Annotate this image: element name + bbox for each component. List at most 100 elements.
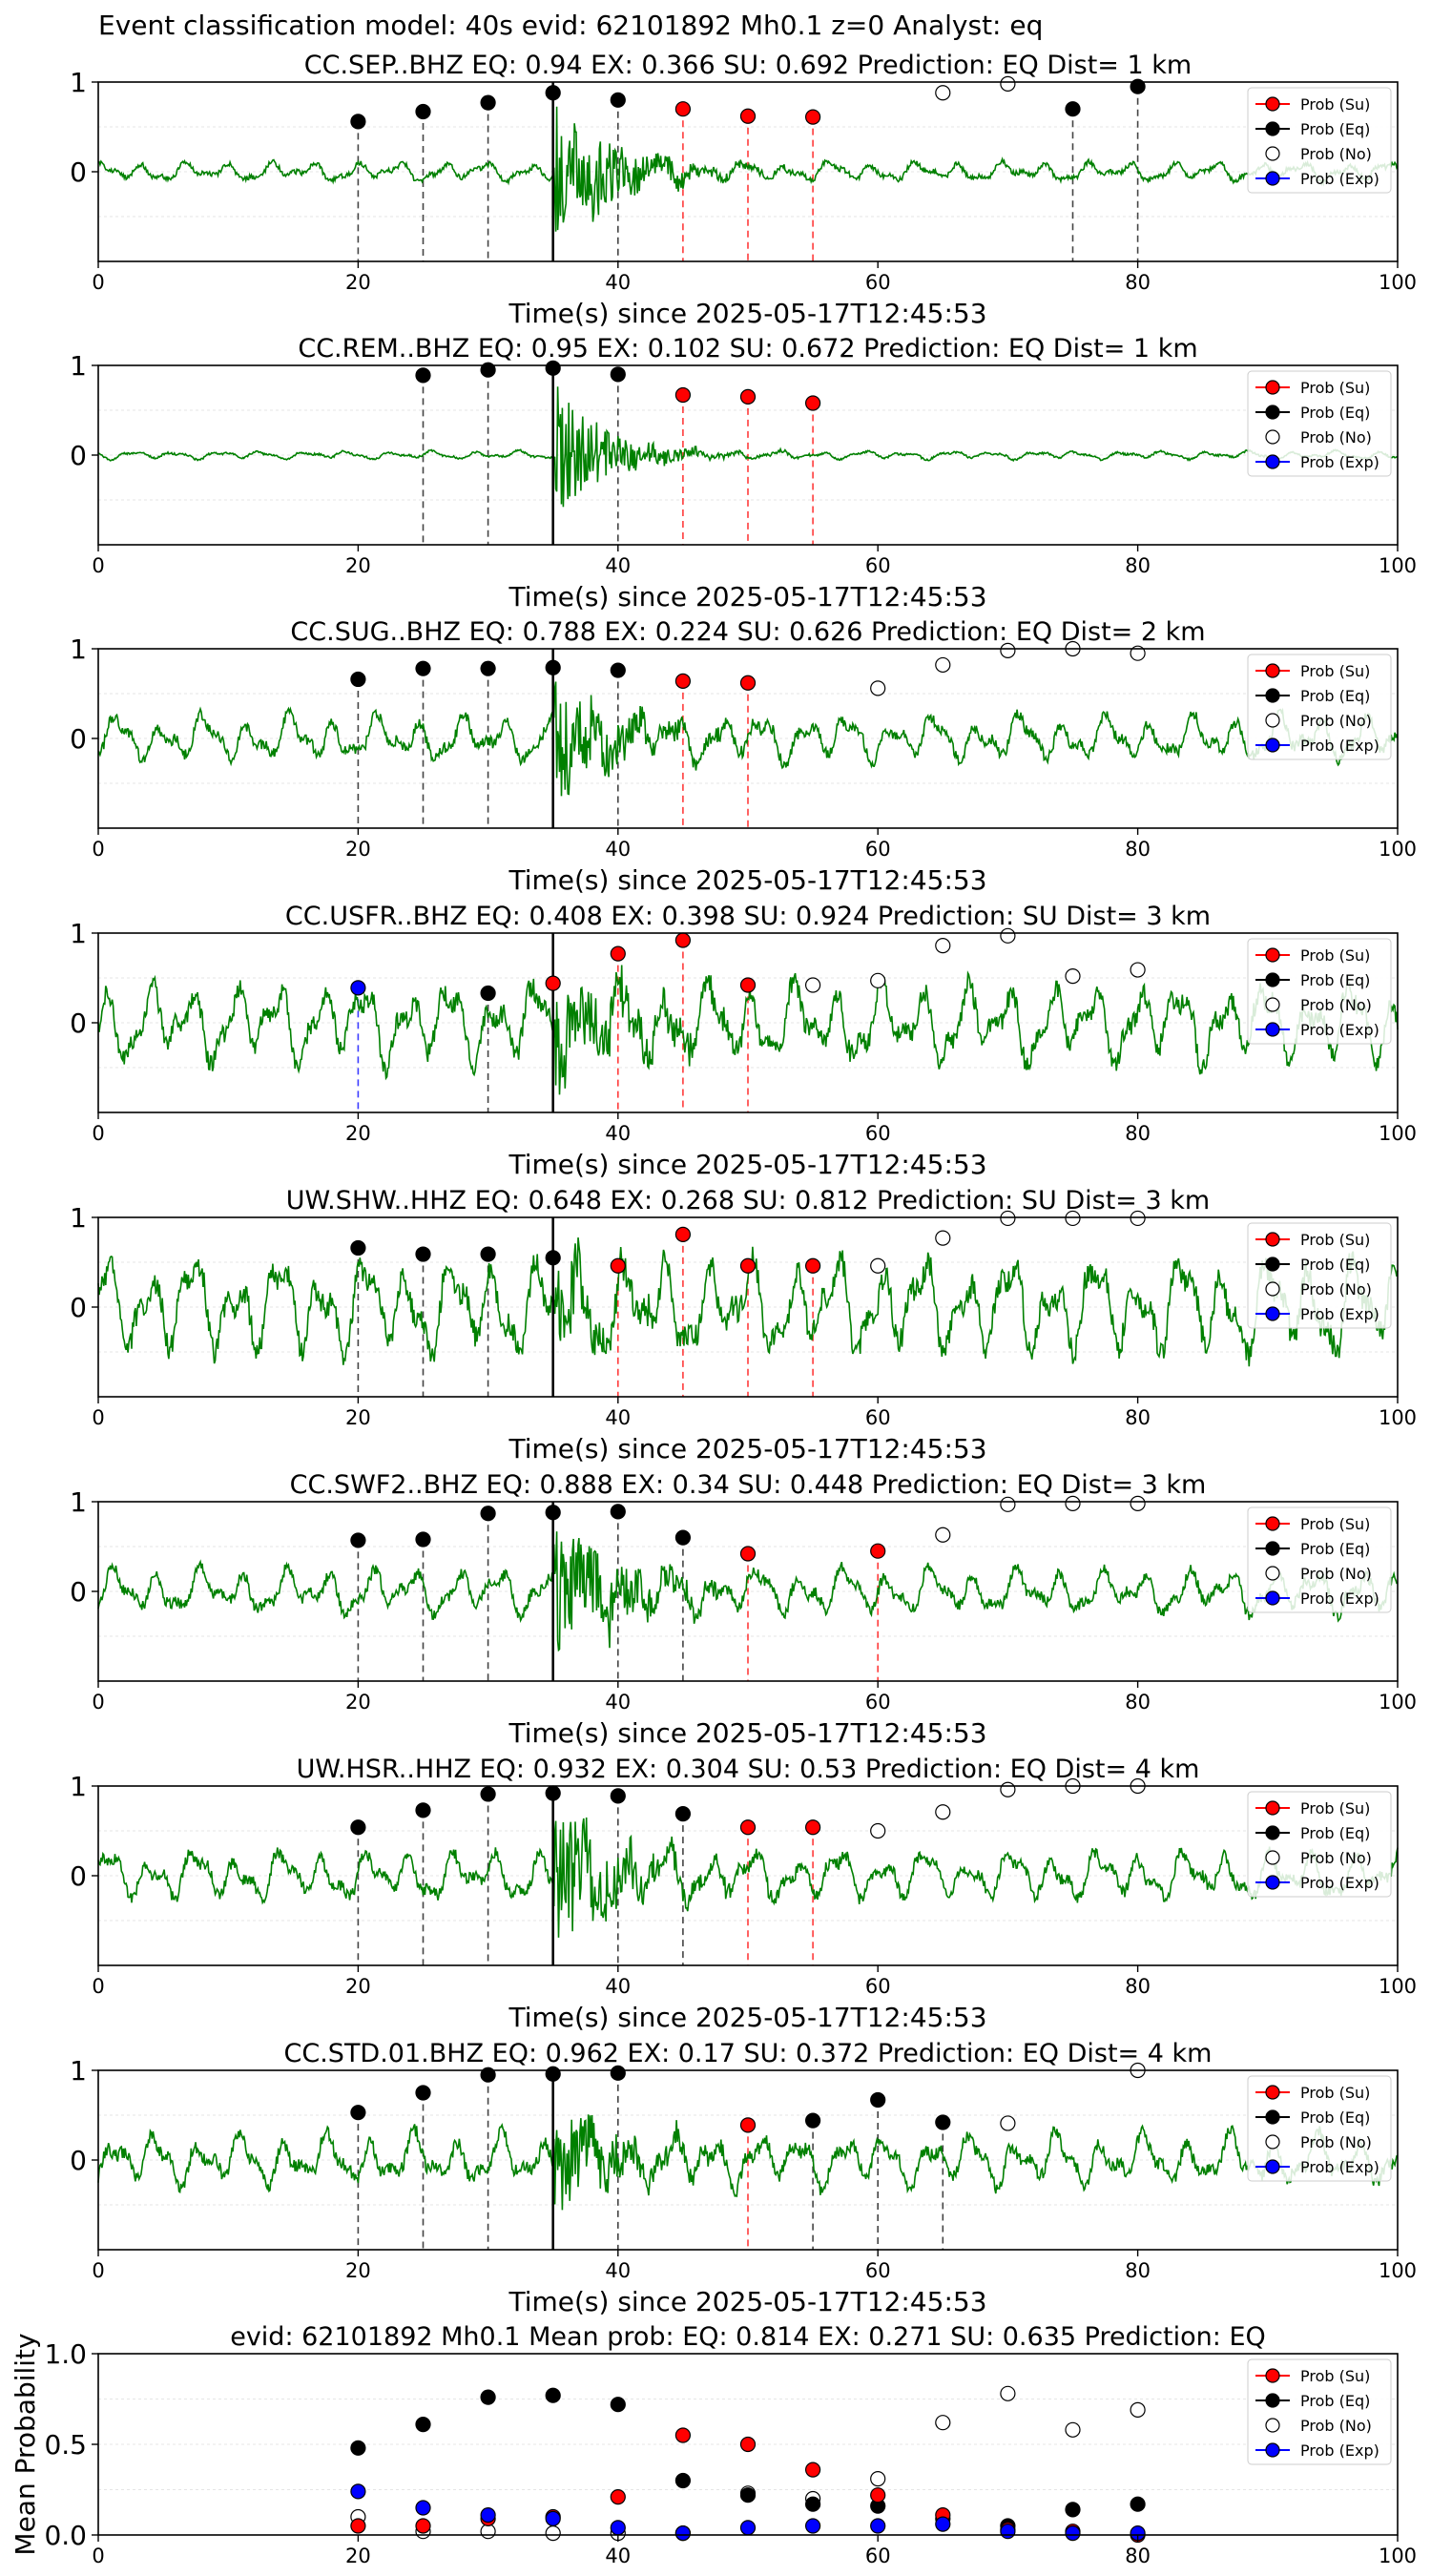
prob-eq-point (415, 2417, 431, 2433)
x-tick-label: 0 (92, 1406, 104, 1429)
waveform-trace (97, 965, 1399, 1095)
legend-marker (1265, 947, 1280, 963)
legend-entry-eq: Prob (Eq) (1300, 1256, 1370, 1274)
prob-eq-point (350, 1239, 366, 1257)
prob-no-point (1130, 645, 1146, 661)
x-tick-label: 40 (605, 1975, 631, 1998)
prob-exp-point (870, 2518, 886, 2534)
chart-panel-8: CC.STD.01.BHZ EQ: 0.962 EX: 0.17 SU: 0.3… (70, 2039, 1417, 2317)
legend-marker (1265, 2085, 1280, 2100)
prob-eq-point (545, 1505, 561, 1521)
chart-panel-1: CC.SEP..BHZ EQ: 0.94 EX: 0.366 SU: 0.692… (70, 51, 1417, 329)
x-tick-label: 0 (92, 1691, 104, 1714)
x-tick-label: 20 (345, 1975, 371, 1998)
prob-eq-point (350, 114, 366, 130)
x-tick-label: 40 (605, 1406, 631, 1429)
prob-eq-point (480, 2389, 496, 2405)
x-tick-label: 0 (92, 838, 104, 861)
x-tick-label: 100 (1379, 554, 1417, 577)
y-tick-label: 0 (70, 156, 87, 188)
prob-eq-point (480, 1506, 496, 1522)
x-axis-label: Time(s) since 2025-05-17T12:45:53 (508, 864, 986, 896)
chart-title: CC.SWF2..BHZ EQ: 0.888 EX: 0.34 SU: 0.44… (290, 1470, 1207, 1500)
prob-su-point (739, 1546, 757, 1562)
prob-su-point (674, 2427, 692, 2443)
y-tick-label: 1 (70, 1202, 87, 1234)
legend-marker (1265, 1022, 1280, 1037)
waveform-trace (97, 106, 1399, 232)
x-tick-label: 100 (1379, 271, 1417, 294)
y-axis-label: Mean Probability (10, 2333, 41, 2555)
x-tick-label: 60 (865, 271, 891, 294)
prob-no-point (935, 1527, 951, 1543)
prob-eq-point (1130, 2496, 1146, 2512)
prob-exp-point (350, 980, 366, 996)
prob-no-point (935, 938, 951, 954)
x-tick-label: 20 (345, 1691, 371, 1714)
prob-eq-point (415, 367, 431, 384)
x-tick-label: 80 (1125, 2545, 1151, 2567)
y-tick-label: 0 (70, 1576, 87, 1608)
prob-no-point (545, 2525, 561, 2542)
x-tick-label: 80 (1125, 1406, 1151, 1429)
y-tick-label: 1 (70, 2055, 87, 2087)
figure-title: Event classification model: 40s evid: 62… (98, 10, 1044, 41)
y-tick-label: 1 (70, 67, 87, 98)
chart-panel-2: CC.REM..BHZ EQ: 0.95 EX: 0.102 SU: 0.672… (70, 334, 1417, 613)
prob-no-point (935, 85, 951, 101)
legend-marker (1265, 380, 1280, 395)
legend-entry-su: Prob (Su) (1300, 2367, 1370, 2385)
legend-entry-exp: Prob (Exp) (1300, 170, 1379, 188)
prob-eq-point (674, 2472, 692, 2489)
legend-marker (1265, 171, 1280, 186)
prob-eq-point (480, 94, 496, 111)
prob-eq-point (804, 2496, 821, 2512)
prob-eq-point (1130, 78, 1146, 94)
prob-eq-point (739, 2487, 757, 2503)
y-tick-label: 1 (70, 1771, 87, 1802)
prob-su-point (739, 1819, 757, 1836)
prob-no-point (1000, 1781, 1016, 1797)
x-tick-label: 100 (1379, 1406, 1417, 1429)
y-tick-label: 0.5 (44, 2429, 87, 2461)
prob-exp-point (350, 2483, 366, 2500)
legend-marker (1265, 997, 1280, 1012)
waveform-trace (97, 1817, 1399, 1938)
prob-su-point (674, 101, 692, 117)
legend: Prob (Su) Prob (Eq) Prob (No) Prob (Exp) (1247, 87, 1392, 194)
prob-no-point (870, 2471, 886, 2487)
prob-eq-point (545, 2066, 561, 2082)
legend-entry-su: Prob (Su) (1300, 2084, 1370, 2102)
y-tick-label: 1 (70, 350, 87, 382)
y-tick-label: 1 (70, 1486, 87, 1518)
prob-eq-point (610, 1788, 626, 1804)
prob-su-point (674, 1226, 692, 1242)
y-tick-label: 0 (70, 440, 87, 471)
legend-entry-no: Prob (No) (1300, 712, 1372, 730)
legend-entry-no: Prob (No) (1300, 145, 1372, 163)
y-tick-label: 0 (70, 723, 87, 755)
legend-entry-eq: Prob (Eq) (1300, 404, 1370, 422)
legend-marker (1265, 1516, 1280, 1531)
waveform-trace (97, 386, 1399, 508)
legend-entry-no: Prob (No) (1300, 1565, 1372, 1583)
prob-su-point (545, 975, 561, 991)
prob-exp-point (674, 2525, 692, 2542)
x-tick-label: 0 (92, 2259, 104, 2282)
prob-su-point (610, 2489, 626, 2505)
prob-eq-point (480, 362, 496, 378)
prob-eq-point (415, 1531, 431, 1548)
prob-su-point (804, 395, 821, 411)
legend-entry-su: Prob (Su) (1300, 1231, 1370, 1249)
prob-exp-point (480, 2507, 496, 2524)
x-tick-label: 20 (345, 2545, 371, 2567)
prob-su-point (674, 673, 692, 689)
legend-box (1247, 1791, 1392, 1898)
legend-marker (1265, 1850, 1280, 1865)
prob-exp-point (545, 2510, 561, 2526)
prob-eq-point (545, 1785, 561, 1801)
prob-eq-point (480, 1246, 496, 1262)
prob-su-point (739, 675, 757, 691)
prob-eq-point (415, 660, 431, 676)
prob-su-point (674, 386, 692, 404)
